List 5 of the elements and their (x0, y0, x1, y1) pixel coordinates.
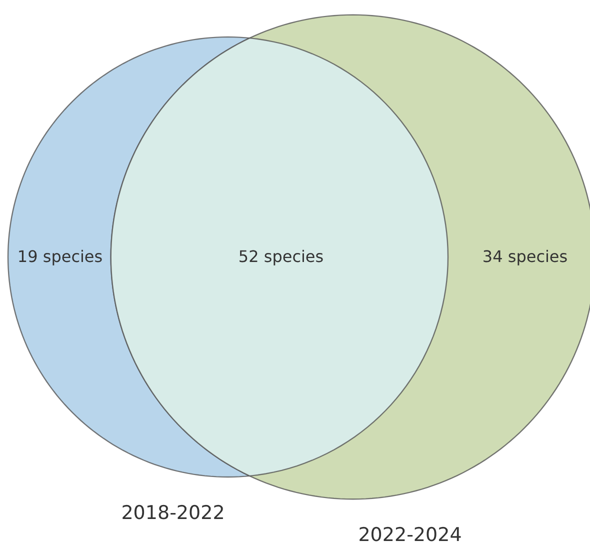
text: 2018-2022 (121, 502, 225, 524)
data-label: 19 species (17, 247, 103, 266)
data-label: 52 species (238, 247, 324, 266)
data-label: 34 species (482, 247, 568, 266)
text: 2022-2024 (358, 524, 462, 544)
